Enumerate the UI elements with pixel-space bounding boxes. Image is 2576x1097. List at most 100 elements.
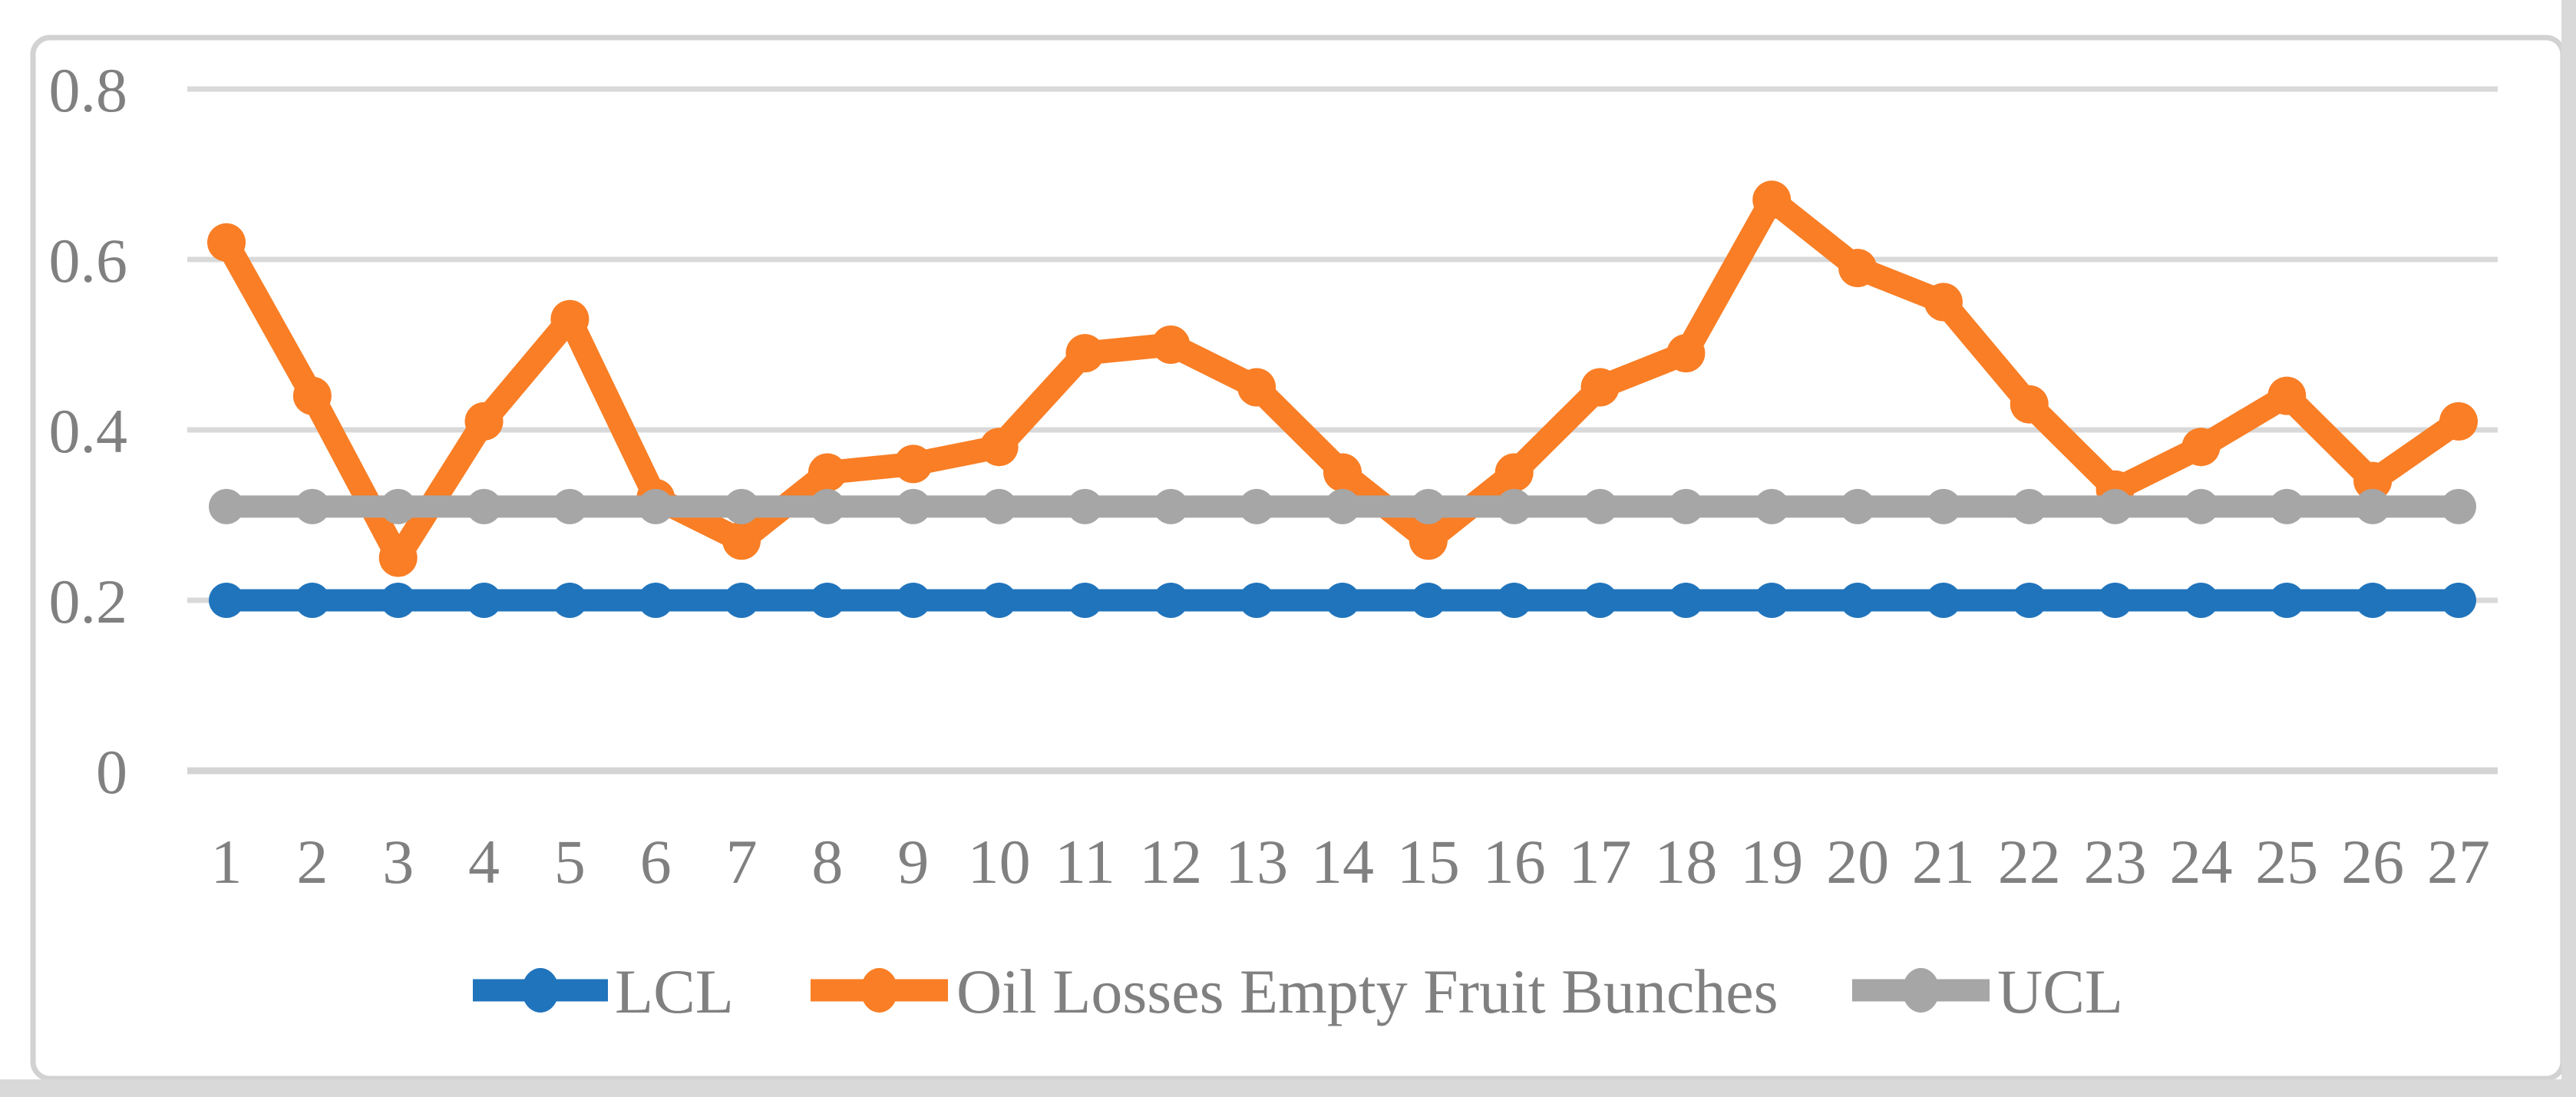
oil-losses-data-point-marker [1151,325,1191,364]
lcl-data-point-marker [1239,583,1275,618]
ucl-data-point-marker [1668,488,1704,524]
x-axis-tick-label: 4 [468,827,500,897]
lcl-data-point-marker [1153,583,1189,618]
x-axis-tick-label: 24 [2169,827,2232,897]
ucl-data-point-marker [1410,488,1446,524]
lcl-data-point-marker [2269,583,2305,618]
x-axis-tick-label: 1 [211,827,243,897]
lcl-data-point-marker [981,583,1017,618]
ucl-data-point-marker [981,488,1017,524]
x-axis-tick-label: 10 [968,827,1031,897]
lcl-data-point-marker [209,583,244,618]
ucl-data-point-marker [638,488,674,524]
ucl-data-point-marker [1840,488,1876,524]
ucl-legend-label: UCL [1997,957,2123,1026]
oil-losses-data-point-marker [1924,283,1963,322]
lcl-legend-label: LCL [615,957,734,1026]
ucl-data-point-marker [1925,488,1961,524]
ucl-legend-marker [1902,968,1940,1013]
ucl-data-point-marker [2269,488,2305,524]
lcl-legend-marker [522,968,559,1013]
lcl-data-point-marker [1582,583,1618,618]
ucl-data-point-marker [1496,488,1532,524]
x-axis-tick-label: 12 [1139,827,1202,897]
lcl-data-point-marker [809,583,845,618]
x-axis-tick-label: 8 [811,827,843,897]
lcl-data-point-marker [1840,583,1876,618]
oil-losses-data-point-marker [550,299,590,339]
lcl-data-point-marker [380,583,416,618]
ucl-data-point-marker [895,488,931,524]
ucl-data-point-marker [2097,488,2133,524]
oil-losses-data-point-marker [2439,401,2478,441]
y-axis-tick-label: 0.2 [49,567,128,636]
bottom-edge-band [0,1079,2576,1097]
oil-losses-data-point-marker [207,223,246,262]
x-axis-tick-label: 22 [1998,827,2061,897]
lcl-data-point-marker [1067,583,1103,618]
y-axis-tick-label: 0.6 [49,226,128,296]
x-axis-tick-label: 26 [2341,827,2404,897]
x-axis-tick-label: 23 [2084,827,2147,897]
lcl-data-point-marker [552,583,588,618]
ucl-data-point-marker [1582,488,1618,524]
oil-losses-data-point-marker [722,521,761,560]
lcl-data-point-marker [895,583,931,618]
lcl-data-point-marker [2441,583,2476,618]
x-axis-tick-label: 14 [1311,827,1374,897]
ucl-data-point-marker [1325,488,1360,524]
ucl-data-point-marker [209,488,244,524]
oil-losses-data-point-marker [979,428,1019,467]
lcl-data-point-marker [2097,583,2133,618]
oil-losses-data-point-marker [1838,249,1878,288]
oil-losses-data-point-marker [2353,461,2393,501]
ucl-data-point-marker [2011,488,2047,524]
x-axis-tick-label: 3 [382,827,414,897]
lcl-data-point-marker [466,583,502,618]
x-axis-tick-label: 20 [1826,827,1889,897]
oil-losses-data-point-marker [1237,368,1276,407]
x-axis-tick-label: 16 [1483,827,1546,897]
x-axis-tick-label: 5 [554,827,586,897]
ucl-data-point-marker [1754,488,1790,524]
oil-losses-data-point-marker [1409,521,1448,560]
oil-losses-legend-marker [860,968,898,1013]
ucl-data-point-marker [552,488,588,524]
x-axis-tick-label: 18 [1654,827,1717,897]
x-axis-tick-label: 25 [2255,827,2318,897]
oil-losses-data-point-marker [893,444,933,484]
lcl-data-point-marker [2183,583,2219,618]
x-axis-tick-label: 13 [1225,827,1288,897]
oil-losses-data-point-marker [1752,180,1792,220]
x-axis-tick-label: 19 [1740,827,1803,897]
oil-losses-data-point-marker [1323,453,1362,492]
lcl-data-point-marker [2011,583,2047,618]
y-axis-tick-label: 0 [96,737,127,807]
lcl-data-point-marker [1325,583,1360,618]
lcl-data-point-marker [638,583,674,618]
right-edge-band [2561,0,2576,1097]
x-axis-tick-label: 15 [1397,827,1460,897]
oil-losses-data-point-marker [378,538,418,577]
lcl-data-point-marker [1754,583,1790,618]
x-axis-tick-label: 2 [296,827,328,897]
oil-losses-data-point-marker [2010,385,2049,424]
y-axis-tick-label: 0.4 [49,396,128,466]
ucl-data-point-marker [466,488,502,524]
oil-losses-data-point-marker [1494,453,1534,492]
oil-losses-data-point-marker [807,453,847,492]
ucl-data-point-marker [2355,488,2391,524]
x-axis-tick-label: 11 [1055,827,1115,897]
lcl-data-point-marker [1925,583,1961,618]
oil-losses-data-point-marker [2267,376,2307,415]
ucl-data-point-marker [1153,488,1189,524]
oil-losses-data-point-marker [464,401,504,441]
lcl-data-point-marker [1410,583,1446,618]
x-axis-tick-label: 9 [897,827,929,897]
ucl-data-point-marker [380,488,416,524]
ucl-data-point-marker [294,488,330,524]
oil-losses-data-point-marker [2181,428,2221,467]
x-axis-tick-label: 17 [1569,827,1632,897]
lcl-data-point-marker [294,583,330,618]
